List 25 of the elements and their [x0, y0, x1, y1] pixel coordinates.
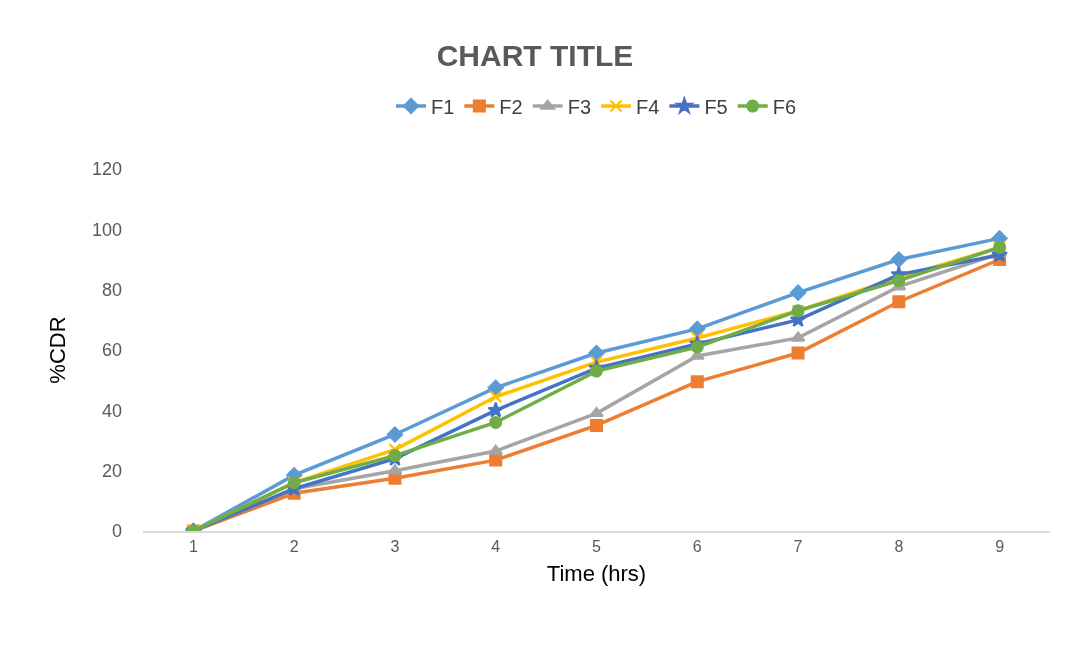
x-tick-label: 9	[995, 537, 1005, 555]
legend-label: F5	[704, 95, 728, 118]
y-axis-title: %CDR	[44, 316, 70, 384]
y-tick-label: 0	[111, 521, 122, 542]
x-tick-label: 3	[390, 537, 400, 555]
y-tick-label: 40	[101, 400, 122, 421]
x-tick-label: 1	[188, 537, 198, 555]
x-tick-label: 6	[692, 537, 702, 555]
x-tick-label: 7	[793, 537, 803, 555]
legend-label: F6	[772, 95, 797, 118]
y-tick-label: 60	[101, 340, 122, 361]
legend-label: F2	[499, 95, 523, 118]
chart-title: CHART TITLE	[436, 39, 634, 73]
legend-label: F1	[431, 95, 455, 118]
x-tick-label: 5	[592, 537, 602, 555]
x-axis-title: Time (hrs)	[546, 561, 647, 587]
y-tick-label: 20	[101, 460, 122, 481]
y-tick-label: 100	[91, 219, 122, 240]
x-tick-label: 2	[289, 537, 299, 555]
y-tick-label: 120	[91, 159, 122, 180]
y-tick-label: 80	[101, 279, 122, 300]
legend-label: F4	[636, 95, 660, 118]
x-tick-label: 4	[491, 537, 501, 555]
legend-label: F3	[567, 95, 592, 118]
x-tick-label: 8	[894, 537, 904, 555]
